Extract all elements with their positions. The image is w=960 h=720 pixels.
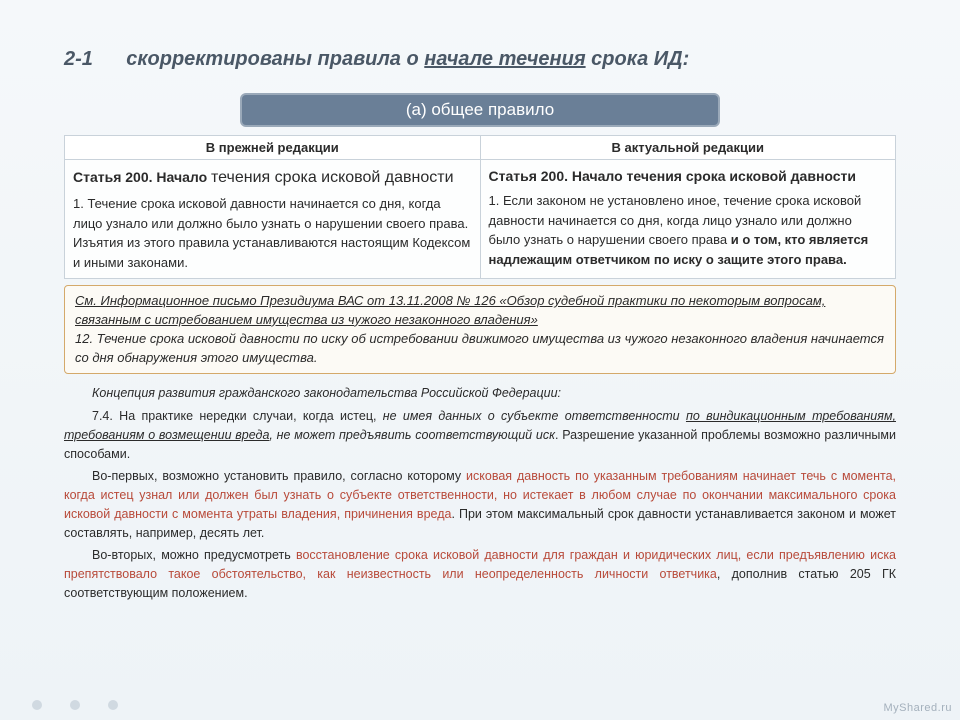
concept-p2: Во-первых, возможно установить правило, … (64, 467, 896, 542)
right-article-body: 1. Если законом не установлено иное, теч… (489, 191, 888, 269)
concept-block: Концепция развития гражданского законода… (64, 384, 896, 602)
table-header-left: В прежней редакции (65, 136, 481, 160)
table-cell-right: Статья 200. Начало течения срока исковой… (480, 160, 896, 279)
info-box-body: 12. Течение срока исковой давности по ис… (75, 331, 884, 365)
table-cell-left: Статья 200. Начало течения срока исковой… (65, 160, 481, 279)
dot-icon (32, 700, 42, 710)
info-box-link: См. Информационное письмо Президиума ВАС… (75, 293, 825, 327)
concept-title: Концепция развития гражданского законода… (64, 384, 896, 403)
left-article-body: 1. Течение срока исковой давности начина… (73, 194, 472, 272)
section-pill: (а) общее правило (240, 93, 720, 127)
slide-heading: 2-1 скорректированы правила о начале теч… (64, 48, 896, 71)
table-header-right: В актуальной редакции (480, 136, 896, 160)
heading-text: скорректированы правила о начале течения… (126, 48, 689, 70)
concept-p1: 7.4. На практике нередки случаи, когда и… (64, 407, 896, 463)
info-box: См. Информационное письмо Президиума ВАС… (64, 285, 896, 374)
dot-icon (70, 700, 80, 710)
left-article-title: Статья 200. Начало течения срока исковой… (73, 166, 472, 190)
heading-number: 2-1 (64, 48, 93, 70)
decorative-dots (32, 700, 118, 710)
right-article-title: Статья 200. Начало течения срока исковой… (489, 166, 888, 187)
dot-icon (108, 700, 118, 710)
concept-p3: Во-вторых, можно предусмотреть восстанов… (64, 546, 896, 602)
comparison-table: В прежней редакции В актуальной редакции… (64, 135, 896, 279)
watermark: MyShared.ru (884, 702, 952, 714)
